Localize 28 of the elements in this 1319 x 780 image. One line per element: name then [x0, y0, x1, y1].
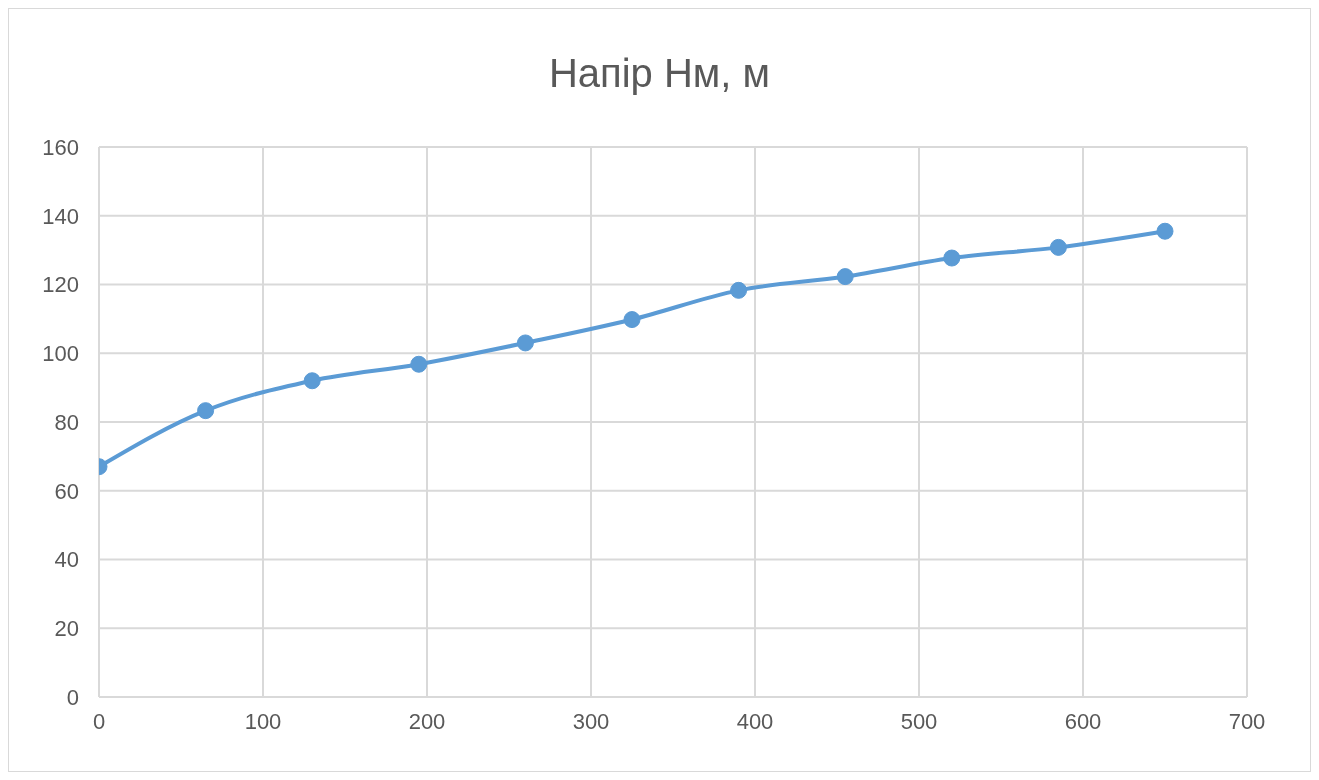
point [516, 334, 534, 352]
y-tick-label: 100 [42, 341, 79, 367]
x-tick-label: 500 [900, 708, 938, 734]
y-tick-label: 80 [54, 409, 79, 435]
point [943, 249, 961, 267]
y-tick-label: 0 [66, 684, 79, 710]
y-tick-label: 140 [42, 203, 79, 229]
y-tick-label: 120 [42, 272, 79, 298]
chart-title: Напір Нм, м [547, 51, 772, 97]
x-tick-label: 0 [92, 708, 106, 734]
x-tick-label: 700 [1228, 708, 1266, 734]
point [410, 355, 428, 373]
point [836, 268, 854, 286]
x-tick-label: 300 [572, 708, 610, 734]
x-tick-label: 400 [736, 708, 774, 734]
y-tick-label: 20 [54, 616, 79, 642]
point [303, 372, 321, 390]
x-tick-label: 100 [244, 708, 282, 734]
point [623, 311, 641, 329]
point [1049, 238, 1067, 256]
y-tick-label: 160 [42, 134, 79, 160]
point [197, 402, 215, 420]
x-tick-label: 600 [1064, 708, 1102, 734]
y-tick-label: 60 [54, 478, 79, 504]
point [730, 281, 748, 299]
y-tick-label: 40 [54, 547, 79, 573]
x-tick-label: 200 [408, 708, 446, 734]
point [1156, 222, 1174, 240]
